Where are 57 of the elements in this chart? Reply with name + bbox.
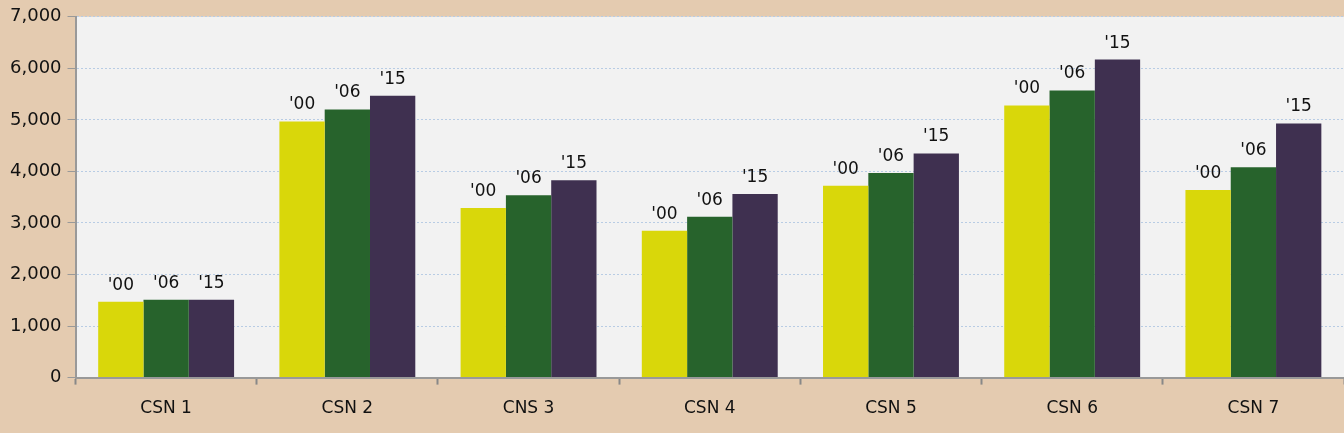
text: '06	[1240, 139, 1267, 160]
x-tick-label: CSN 5	[865, 397, 917, 418]
text: '06	[696, 188, 723, 209]
bar	[641, 230, 688, 378]
text: '06	[334, 81, 361, 102]
bar	[279, 121, 325, 378]
text: '00	[107, 273, 134, 294]
bar	[98, 301, 144, 378]
bar	[1004, 105, 1050, 378]
x-tick-label: CSN 1	[140, 397, 192, 418]
bar	[460, 208, 506, 378]
text: '00	[288, 93, 316, 114]
bar	[1276, 123, 1322, 378]
x-tick-label: CSN 4	[683, 397, 736, 418]
x-tick-label: CSN 2	[321, 397, 374, 418]
y-tick-label: 3,000	[10, 210, 62, 232]
text: '06	[515, 167, 542, 188]
bar	[1049, 90, 1095, 378]
x-tick-label: CNS 3	[502, 397, 555, 418]
series-label: '06	[152, 271, 180, 292]
x-tick-label: CSN 6	[1046, 397, 1098, 418]
bar	[551, 180, 597, 378]
text: '06	[877, 144, 905, 165]
text: '15	[560, 152, 588, 173]
text: '15	[379, 67, 406, 88]
y-tick-label: 5,000	[10, 107, 62, 129]
y-tick-label: 0	[50, 365, 62, 387]
text: '15	[1104, 31, 1131, 52]
bar	[1094, 59, 1141, 378]
bar	[1185, 189, 1231, 378]
bar	[687, 216, 733, 378]
bar	[913, 153, 959, 378]
text: '06	[1059, 62, 1086, 83]
text: '00	[651, 202, 678, 223]
bar	[370, 95, 416, 378]
y-tick-label: 1,000	[10, 313, 62, 335]
y-tick-label: 2,000	[10, 262, 62, 284]
series-label: '15	[1285, 95, 1312, 116]
text: '15	[741, 166, 769, 187]
series-label: '00	[1194, 161, 1222, 182]
bar	[823, 185, 869, 378]
bar	[505, 195, 552, 378]
text: '00	[1013, 77, 1041, 98]
text: '00	[470, 179, 497, 200]
bar	[868, 172, 914, 378]
bar	[188, 299, 235, 378]
bar	[324, 109, 370, 378]
bar	[732, 194, 778, 378]
text: '00	[832, 157, 859, 178]
bar	[1230, 167, 1277, 378]
y-tick-label: 7,000	[10, 4, 62, 26]
text: '15	[198, 271, 225, 292]
y-tick-label: 6,000	[10, 56, 62, 78]
bar	[143, 299, 189, 378]
x-tick-label: CSN 7	[1227, 397, 1280, 418]
y-tick-label: 4,000	[10, 159, 62, 181]
text: '15	[923, 125, 950, 146]
